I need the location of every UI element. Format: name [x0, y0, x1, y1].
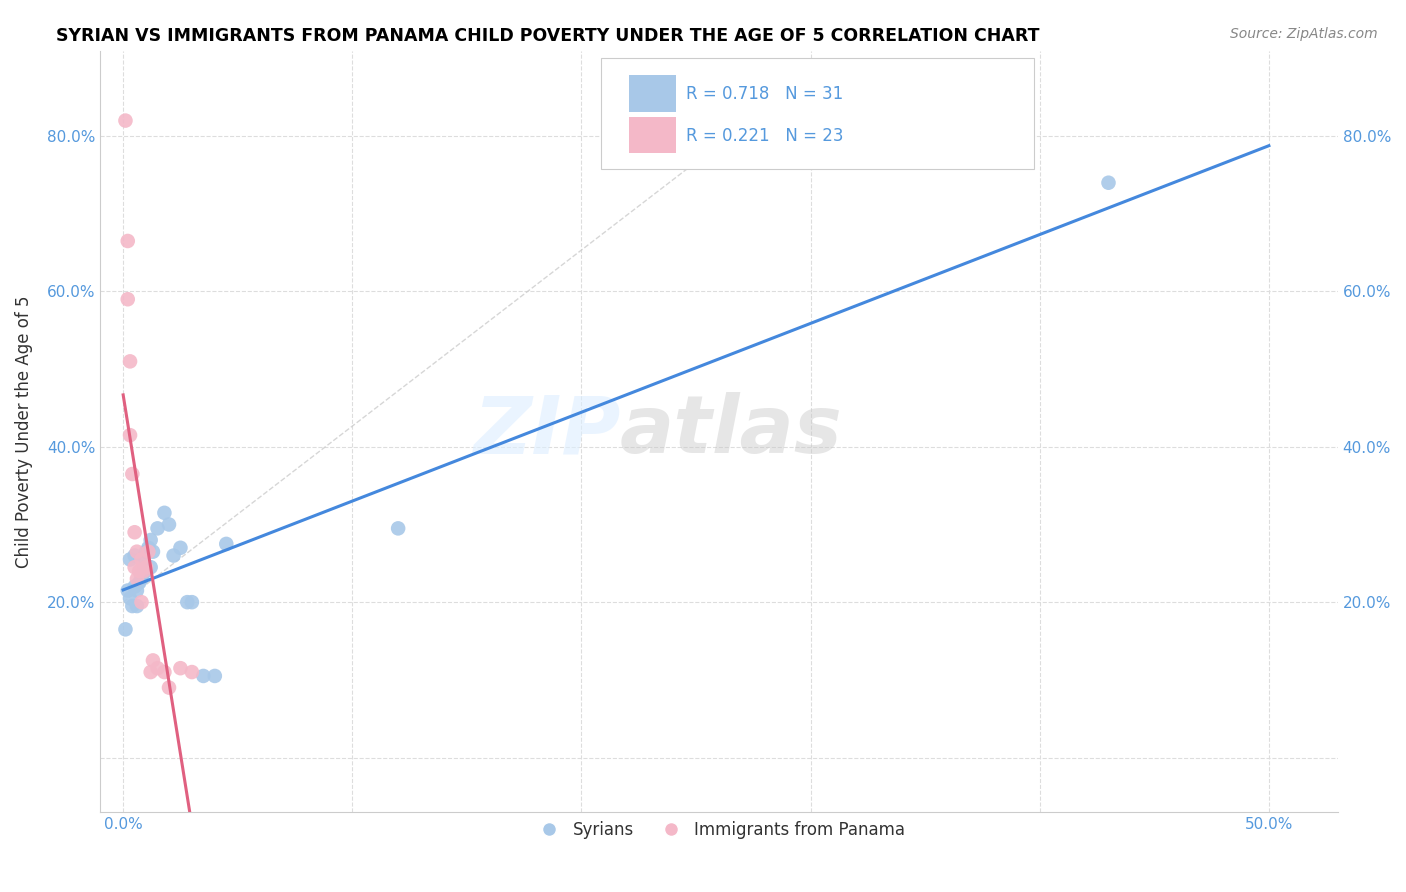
Point — [114, 623, 136, 637]
FancyBboxPatch shape — [602, 58, 1035, 169]
Text: R = 0.221   N = 23: R = 0.221 N = 23 — [686, 127, 844, 145]
Text: ZIP: ZIP — [472, 392, 620, 470]
Legend: Syrians, Immigrants from Panama: Syrians, Immigrants from Panama — [526, 814, 911, 846]
Point — [125, 599, 148, 613]
Point — [117, 234, 139, 248]
Point — [124, 560, 146, 574]
Point — [135, 560, 157, 574]
Point — [139, 533, 162, 547]
Point — [142, 544, 165, 558]
Point — [135, 564, 157, 578]
Point — [131, 595, 153, 609]
Point — [118, 354, 141, 368]
Point — [124, 580, 146, 594]
Point — [169, 541, 191, 555]
Text: R = 0.718   N = 31: R = 0.718 N = 31 — [686, 85, 842, 103]
Point — [387, 521, 409, 535]
Bar — [628, 117, 676, 153]
Point — [139, 560, 162, 574]
Point — [117, 292, 139, 306]
Point — [118, 552, 141, 566]
Point — [157, 681, 180, 695]
Point — [138, 541, 160, 555]
Point — [131, 552, 153, 566]
Point — [132, 557, 155, 571]
Point — [138, 544, 160, 558]
Point — [153, 506, 176, 520]
Point — [128, 575, 150, 590]
Point — [135, 544, 157, 558]
Point — [131, 572, 153, 586]
Point — [169, 661, 191, 675]
Point — [124, 549, 146, 563]
Point — [146, 661, 169, 675]
Point — [121, 599, 143, 613]
Point — [153, 665, 176, 679]
Point — [117, 583, 139, 598]
Point — [118, 428, 141, 442]
Point — [157, 517, 180, 532]
Point — [125, 583, 148, 598]
Point — [193, 669, 215, 683]
Point — [118, 591, 141, 606]
Point — [162, 549, 184, 563]
Point — [125, 544, 148, 558]
Point — [114, 113, 136, 128]
Point — [176, 595, 198, 609]
Bar — [628, 75, 676, 112]
Point — [180, 665, 202, 679]
Point — [204, 669, 226, 683]
Point — [142, 653, 165, 667]
Point — [125, 572, 148, 586]
Point — [215, 537, 238, 551]
Point — [180, 595, 202, 609]
Point — [121, 467, 143, 481]
Point — [146, 521, 169, 535]
Point — [124, 525, 146, 540]
Text: atlas: atlas — [620, 392, 842, 470]
Point — [1097, 176, 1119, 190]
Point — [139, 665, 162, 679]
Y-axis label: Child Poverty Under the Age of 5: Child Poverty Under the Age of 5 — [15, 295, 32, 567]
Point — [132, 564, 155, 578]
Text: SYRIAN VS IMMIGRANTS FROM PANAMA CHILD POVERTY UNDER THE AGE OF 5 CORRELATION CH: SYRIAN VS IMMIGRANTS FROM PANAMA CHILD P… — [56, 27, 1040, 45]
Point — [131, 568, 153, 582]
Point — [128, 564, 150, 578]
Text: Source: ZipAtlas.com: Source: ZipAtlas.com — [1230, 27, 1378, 41]
